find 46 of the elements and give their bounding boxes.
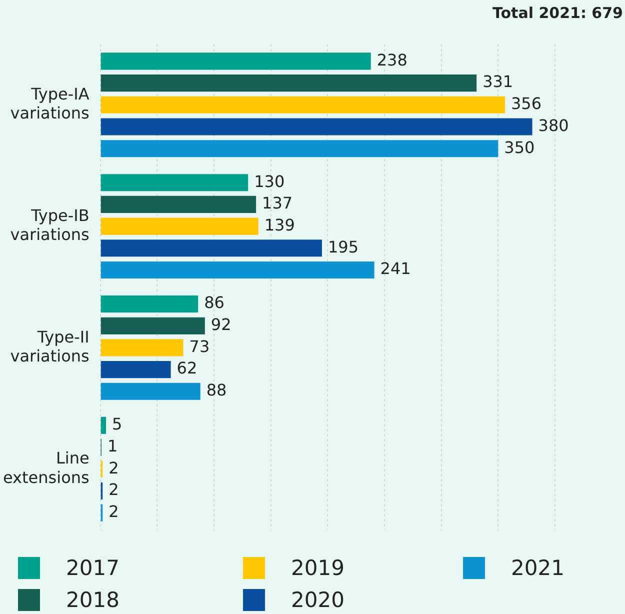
- y-tick-label: Type-II variations: [10, 327, 90, 366]
- bar: [100, 218, 258, 235]
- legend-label: 2019: [291, 556, 344, 580]
- data-label: 130: [254, 172, 285, 191]
- data-label: 88: [206, 380, 227, 400]
- legend-label: 2018: [66, 588, 120, 612]
- data-label: 380: [538, 116, 569, 135]
- y-tick-label: Type-IB variations: [10, 206, 90, 244]
- bar: [100, 416, 106, 434]
- data-label: 92: [210, 315, 232, 334]
- data-label: 5: [112, 414, 122, 434]
- data-label: 241: [380, 259, 411, 278]
- bar: [100, 174, 248, 192]
- data-label: 2: [108, 458, 119, 478]
- data-label: 73: [189, 336, 210, 356]
- data-label: 2: [108, 480, 119, 500]
- bar: [100, 240, 322, 257]
- data-label: 195: [328, 237, 359, 256]
- data-label: 1: [107, 436, 118, 456]
- bar: [100, 52, 371, 70]
- legend-label: 2017: [66, 556, 120, 580]
- data-label: 350: [504, 138, 535, 157]
- bar: [100, 382, 200, 400]
- data-label: 86: [204, 293, 224, 312]
- y-tick-label: Line extensions: [2, 448, 90, 487]
- bar: [100, 140, 498, 158]
- legend-label: 2021: [511, 556, 564, 580]
- data-label: 356: [510, 94, 542, 114]
- data-label: 137: [262, 194, 293, 213]
- chart-title: Total 2021: 679: [492, 4, 623, 22]
- data-label: 139: [264, 215, 295, 234]
- bar: [100, 295, 198, 313]
- bar: [100, 118, 532, 136]
- data-label: 2: [108, 502, 119, 521]
- bar: [100, 361, 171, 378]
- data-label: 238: [376, 50, 408, 70]
- data-label: 331: [482, 72, 514, 92]
- data-label: 62: [176, 358, 198, 378]
- bar: [100, 261, 374, 279]
- bar: [100, 196, 256, 213]
- legend-label: 2020: [291, 588, 344, 612]
- bar: [100, 339, 184, 356]
- bar: [100, 96, 505, 114]
- bar: [100, 74, 477, 92]
- bar: [100, 317, 205, 334]
- y-tick-label: Type-IA variations: [10, 84, 90, 123]
